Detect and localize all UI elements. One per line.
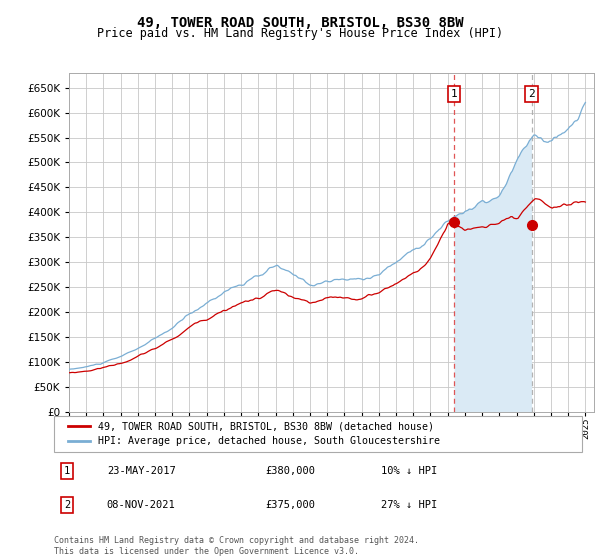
Text: 49, TOWER ROAD SOUTH, BRISTOL, BS30 8BW: 49, TOWER ROAD SOUTH, BRISTOL, BS30 8BW: [137, 16, 463, 30]
Text: 2: 2: [64, 500, 70, 510]
Legend: 49, TOWER ROAD SOUTH, BRISTOL, BS30 8BW (detached house), HPI: Average price, de: 49, TOWER ROAD SOUTH, BRISTOL, BS30 8BW …: [64, 418, 444, 450]
Text: 2: 2: [528, 88, 535, 99]
Text: Price paid vs. HM Land Registry's House Price Index (HPI): Price paid vs. HM Land Registry's House …: [97, 27, 503, 40]
Text: Contains HM Land Registry data © Crown copyright and database right 2024.
This d: Contains HM Land Registry data © Crown c…: [54, 536, 419, 556]
Text: £375,000: £375,000: [265, 500, 315, 510]
FancyBboxPatch shape: [54, 416, 582, 452]
Text: 1: 1: [64, 466, 70, 476]
Text: 27% ↓ HPI: 27% ↓ HPI: [382, 500, 437, 510]
Text: 1: 1: [451, 88, 458, 99]
Text: 23-MAY-2017: 23-MAY-2017: [107, 466, 176, 476]
Text: 08-NOV-2021: 08-NOV-2021: [107, 500, 176, 510]
Text: £380,000: £380,000: [265, 466, 315, 476]
Text: 10% ↓ HPI: 10% ↓ HPI: [382, 466, 437, 476]
